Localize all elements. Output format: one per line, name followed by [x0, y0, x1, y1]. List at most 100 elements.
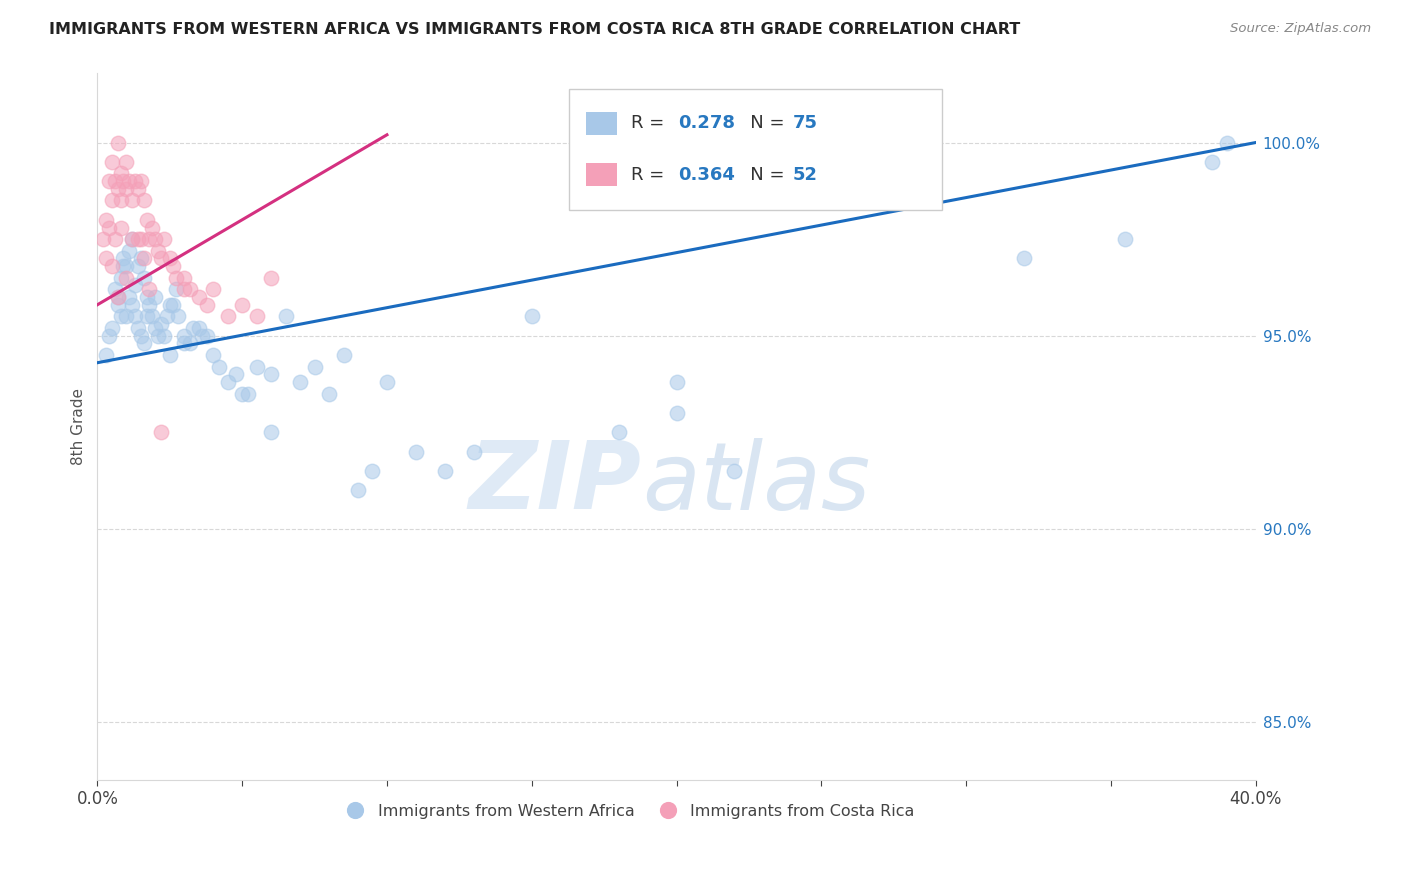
Point [197, 298, 219, 312]
Point [146, 244, 169, 258]
Text: 0.278: 0.278 [678, 114, 735, 132]
Point [1201, 154, 1223, 169]
Point [260, 270, 283, 285]
Point [1012, 252, 1035, 266]
Point [124, 278, 146, 293]
Point [150, 252, 173, 266]
Point [127, 232, 149, 246]
Point [208, 359, 231, 374]
Point [115, 310, 138, 324]
Point [121, 232, 143, 246]
Point [197, 328, 219, 343]
Point [143, 232, 166, 246]
Text: 75: 75 [793, 114, 818, 132]
Point [179, 282, 201, 296]
Point [187, 290, 209, 304]
Point [129, 328, 152, 343]
Point [165, 282, 187, 296]
Point [104, 232, 127, 246]
Point [179, 336, 201, 351]
Point [190, 328, 212, 343]
Point [141, 310, 163, 324]
Point [104, 282, 127, 296]
Point [107, 290, 129, 304]
Point [138, 282, 160, 296]
Point [150, 317, 173, 331]
Point [115, 270, 138, 285]
Legend: Immigrants from Western Africa, Immigrants from Costa Rica: Immigrants from Western Africa, Immigran… [339, 797, 921, 825]
Point [124, 310, 146, 324]
Point [118, 290, 141, 304]
Point [135, 310, 157, 324]
Point [173, 328, 195, 343]
Point [202, 348, 225, 362]
Point [433, 464, 456, 478]
Point [121, 298, 143, 312]
Point [127, 259, 149, 273]
Point [107, 298, 129, 312]
Point [121, 232, 143, 246]
Point [167, 310, 190, 324]
Point [101, 259, 124, 273]
Point [217, 310, 239, 324]
Point [110, 270, 132, 285]
Point [146, 328, 169, 343]
Point [607, 425, 630, 440]
Point [162, 259, 184, 273]
Point [463, 444, 485, 458]
Point [107, 136, 129, 150]
Text: 52: 52 [793, 166, 818, 184]
Point [159, 252, 181, 266]
Point [115, 182, 138, 196]
Point [104, 174, 127, 188]
Point [112, 259, 135, 273]
Point [246, 359, 269, 374]
Point [97, 328, 120, 343]
Point [153, 232, 176, 246]
Point [138, 232, 160, 246]
Text: N =: N = [733, 166, 790, 184]
Point [520, 310, 543, 324]
Point [723, 464, 745, 478]
Point [361, 464, 384, 478]
Point [236, 386, 259, 401]
Point [159, 348, 181, 362]
Text: R =: R = [631, 114, 671, 132]
Point [150, 425, 173, 440]
Point [101, 321, 124, 335]
Point [217, 375, 239, 389]
Point [129, 174, 152, 188]
Point [304, 359, 326, 374]
Point [110, 310, 132, 324]
Point [332, 348, 354, 362]
Point [225, 368, 247, 382]
Point [153, 328, 176, 343]
Point [347, 483, 370, 498]
Point [181, 321, 204, 335]
Point [101, 194, 124, 208]
Point [1216, 136, 1239, 150]
Point [97, 220, 120, 235]
Y-axis label: 8th Grade: 8th Grade [72, 388, 86, 465]
Point [118, 244, 141, 258]
Point [121, 194, 143, 208]
Point [97, 174, 120, 188]
Point [159, 298, 181, 312]
Point [162, 298, 184, 312]
Point [665, 406, 688, 420]
Point [129, 252, 152, 266]
Text: Source: ZipAtlas.com: Source: ZipAtlas.com [1230, 22, 1371, 36]
Point [115, 259, 138, 273]
Point [135, 290, 157, 304]
Point [260, 368, 283, 382]
Point [143, 321, 166, 335]
Point [202, 282, 225, 296]
Point [138, 298, 160, 312]
Point [118, 174, 141, 188]
Text: atlas: atlas [641, 437, 870, 529]
Text: ZIP: ZIP [470, 437, 641, 529]
Point [124, 174, 146, 188]
Point [187, 321, 209, 335]
Point [246, 310, 269, 324]
Point [665, 375, 688, 389]
